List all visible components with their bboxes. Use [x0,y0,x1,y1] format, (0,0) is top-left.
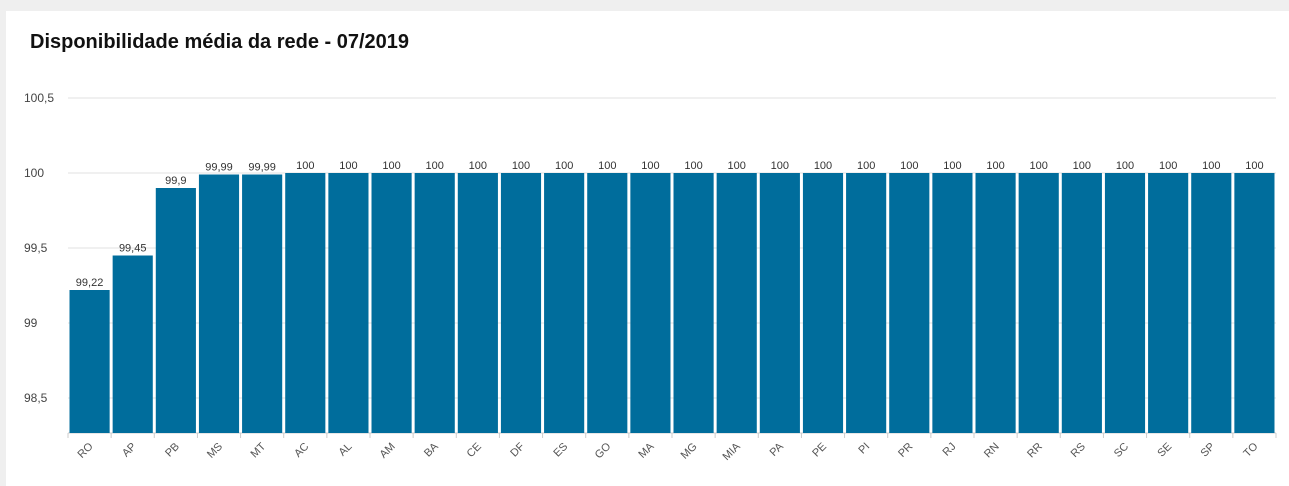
data-label: 99,99 [205,162,233,174]
bar [285,173,325,433]
data-label: 100 [1116,160,1134,172]
x-tick-label: PR [896,441,915,460]
y-tick-label: 99,5 [24,241,48,255]
bar [156,188,196,433]
x-tick-label: PB [163,441,182,460]
bar [458,173,498,433]
data-label: 99,45 [119,243,147,255]
x-tick-label: SC [1112,441,1131,460]
data-label: 100 [339,160,357,172]
x-tick-label: AL [337,441,355,459]
bar [760,173,800,433]
x-tick-label: AP [120,441,139,460]
bar [587,173,627,433]
data-label: 100 [598,160,616,172]
y-tick-label: 98,5 [24,391,48,405]
y-tick-label: 100 [24,166,44,180]
data-label: 100 [382,160,400,172]
x-tick-label: ES [551,441,570,460]
data-label: 100 [1159,160,1177,172]
bar [70,290,110,433]
bar [976,173,1016,433]
x-tick-label: DF [508,440,527,459]
y-tick-label: 100,5 [24,91,54,105]
x-tick-label: MA [636,440,657,461]
bar [889,173,929,433]
data-label: 100 [1030,160,1048,172]
bar [674,173,714,433]
x-tick-label: MG [679,441,700,462]
x-tick-label: PE [810,441,829,460]
bar [1019,173,1059,433]
bar [932,173,972,433]
data-label: 100 [986,160,1004,172]
x-tick-label: CE [465,441,484,460]
x-tick-label: RR [1025,441,1045,461]
x-tick-label: BA [422,440,441,459]
data-label: 100 [296,160,314,172]
bar [199,175,239,434]
x-tick-label: AC [292,441,311,460]
data-label: 100 [641,160,659,172]
data-label: 100 [900,160,918,172]
data-label: 100 [728,160,746,172]
x-tick-label: RS [1069,441,1088,460]
data-label: 100 [1202,160,1220,172]
data-label: 100 [555,160,573,172]
x-tick-label: TO [1241,440,1260,459]
data-label: 100 [469,160,487,172]
x-tick-label: RJ [941,441,959,459]
data-label: 100 [771,160,789,172]
bar [1148,173,1188,433]
x-tick-label: MIA [721,440,744,463]
bar [803,173,843,433]
x-tick-label: PA [768,440,787,459]
data-label: 100 [1245,160,1263,172]
data-label: 99,9 [165,175,186,187]
bar [113,256,153,434]
bar [242,175,282,434]
bar [1105,173,1145,433]
data-label: 100 [943,160,961,172]
bar [1234,173,1274,433]
x-tick-label: SE [1155,441,1174,460]
y-tick-label: 99 [24,316,38,330]
x-tick-label: GO [593,440,614,461]
bar [501,173,541,433]
x-tick-label: SP [1199,441,1218,460]
bar [415,173,455,433]
bar [1062,173,1102,433]
bar [717,173,757,433]
data-label: 99,99 [248,162,276,174]
bar [846,173,886,433]
data-label: 100 [512,160,530,172]
x-tick-label: PI [856,441,872,457]
data-label: 100 [1073,160,1091,172]
data-label: 99,22 [76,277,104,289]
bar [328,173,368,433]
x-tick-label: MT [249,440,269,460]
bar [372,173,412,433]
data-label: 100 [814,160,832,172]
x-tick-label: RO [76,440,96,460]
x-tick-label: AM [378,441,398,461]
bar [1191,173,1231,433]
bar [630,173,670,433]
data-label: 100 [426,160,444,172]
x-tick-label: RN [982,441,1002,461]
bar [544,173,584,433]
data-label: 100 [857,160,875,172]
data-label: 100 [684,160,702,172]
x-tick-label: MS [205,441,225,461]
